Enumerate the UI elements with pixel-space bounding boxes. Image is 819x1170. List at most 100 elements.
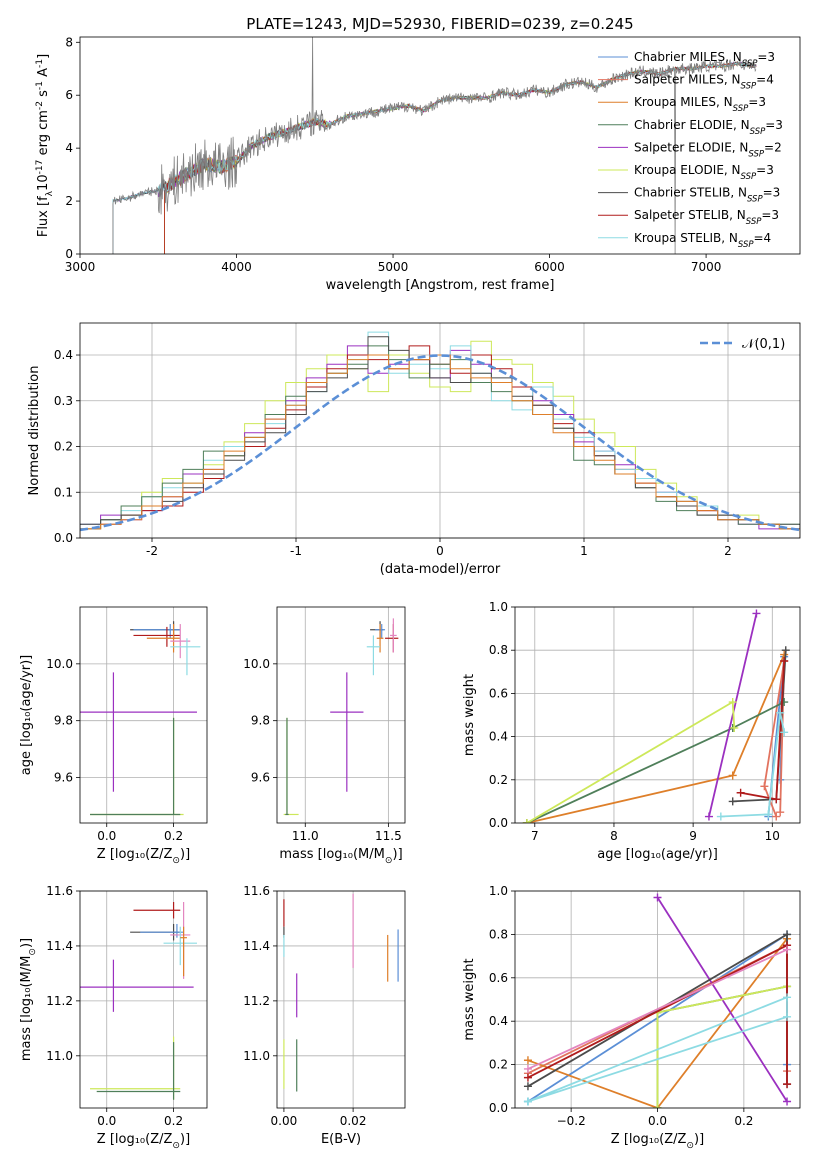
x-tick-label: -2 [146,544,158,558]
y-tick-label: 0.0 [54,531,73,545]
y-axis-label: age [log₁₀(age/yr)] [19,655,34,776]
model-spectrum-line [164,61,757,254]
x-axis-label: (data-model)/error [380,562,501,577]
weight-marker [730,723,739,732]
weight-marker [764,810,773,819]
y-tick-label: 11.4 [46,939,73,953]
y-tick-label: 9.8 [54,714,73,728]
x-axis-label: Z [log₁₀(Z/Z⊙)] [97,847,190,866]
x-tick-label: 10 [765,829,780,843]
model-spectrum-line [164,61,757,254]
x-tick-label: 5000 [378,260,409,274]
x-tick-label: 0.0 [648,1114,667,1128]
y-tick-label: 1.0 [489,600,508,614]
legend-label: Kroupa ELODIE, NSSP=3 [634,163,774,182]
legend-label: Salpeter STELIB, NSSP=3 [634,208,779,227]
y-tick-label: 9.6 [251,771,270,785]
weight-marker [653,893,662,902]
y-axis-label: Normed distribution [27,366,42,496]
observed-spectrum-line [112,37,757,254]
x-tick-label: 8 [610,829,618,843]
y-tick-label: 11.2 [243,994,270,1008]
y-tick-label: 10.0 [243,657,270,671]
legend: Chabrier MILES, NSSP=3 Salpeter MILES, NS… [598,50,783,250]
y-tick-label: 0.6 [489,686,508,700]
y-tick-label: 4 [65,141,73,155]
weight-marker [736,788,745,797]
x-tick-label: 3000 [65,260,96,274]
y-axis-label: mass weight [462,674,477,756]
gaussian-curve [80,354,800,532]
weight-marker [760,782,769,791]
weight-marker [728,797,737,806]
axes-mass_vs_ebv: 0.00 0.02 11.0 11.2 11.4 11.6 E(B-V) [243,884,406,1147]
weight-marker [780,728,789,737]
y-tick-label: 2 [65,194,73,208]
x-axis-label: age [log₁₀(age/yr)] [597,847,718,862]
weight-marker [783,930,792,939]
legend-label: Salpeter ELODIE, NSSP=2 [634,140,782,159]
weight-marker [781,646,790,655]
x-tick-label: 4000 [221,260,252,274]
weight-marker [780,657,789,665]
plot-area-spectrum [112,37,757,254]
axes-frame [514,890,801,1109]
x-tick-label: 2 [724,544,732,558]
weight-marker [776,708,785,717]
y-axis-label: mass weight [462,958,477,1040]
legend-label: Salpeter MILES, NSSP=4 [634,73,774,92]
weight-marker [523,1082,532,1091]
x-tick-label: 0.2 [734,1114,753,1128]
weight-series-line [720,712,786,818]
x-tick-label: 11.0 [292,829,319,843]
weight-series-line [527,995,788,1103]
weight-marker [783,945,792,954]
x-tick-label: 0.0 [97,1114,116,1128]
y-tick-label: 11.0 [46,1049,73,1063]
legend-label: Chabrier STELIB, NSSP=3 [634,186,780,205]
model-spectrum-line [164,62,757,254]
weight-marker [704,812,713,821]
x-tick-label: 0.2 [164,1114,183,1128]
y-tick-label: 0.2 [489,1058,508,1072]
weight-marker [523,1073,532,1082]
x-tick-label: 0.2 [164,829,183,843]
axes-weight_vs_age: 7 8 9 10 0.0 0.2 0.4 0.6 0.8 1.0 age [log₁₀(age/yr… [462,600,801,862]
y-tick-label: 11.6 [243,884,270,898]
x-axis-label: mass [log₁₀(M/M⊙)] [279,847,402,866]
weight-marker [752,609,761,618]
x-tick-label: 11.5 [375,829,402,843]
chart-title: PLATE=1243, MJD=52930, FIBERID=0239, z=0… [246,15,633,33]
y-axis-label: mass [log₁₀(M/M⊙)] [19,938,38,1061]
y-tick-label: 11.4 [243,939,270,953]
axes-frame [79,36,801,255]
weight-series-line [526,654,786,823]
legend-label: 𝒩(0,1) [742,337,785,352]
legend-label: Chabrier ELODIE, NSSP=3 [634,118,783,137]
legend-label: Chabrier MILES, NSSP=3 [634,50,775,69]
x-axis-label: Z [log₁₀(Z/Z⊙)] [611,1132,704,1151]
legend-label: Kroupa STELIB, NSSP=4 [634,231,771,250]
x-tick-label: 0 [436,544,444,558]
weight-marker [523,1064,532,1073]
weight-marker [783,1080,792,1089]
y-tick-label: 10.0 [46,657,73,671]
weight-marker [728,771,737,780]
axes-age_vs_mass: 11.0 11.5 9.6 9.8 10.0 mass [log₁₀(M/M⊙)] [243,606,406,866]
y-tick-label: 9.8 [251,714,270,728]
y-tick-label: 0.8 [489,643,508,657]
y-tick-label: 9.6 [54,771,73,785]
plot-area-age_vs_mass [283,618,399,816]
x-tick-label: 0.02 [340,1114,367,1128]
y-tick-label: 11.0 [243,1049,270,1063]
y-tick-label: 11.6 [46,884,73,898]
y-tick-label: 8 [65,35,73,49]
axes-frame [79,606,208,824]
axes-weight_vs_Z: −0.2 0.0 0.2 0.0 0.2 0.4 0.6 0.8 1.0 Z [log₁₀(Z/Z… [462,884,801,1151]
x-tick-label: −0.2 [557,1114,586,1128]
axes-spectrum: 3000 4000 5000 6000 7000 0 2 4 6 8 wavelength [Ang… [35,35,801,293]
y-tick-label: 0.0 [489,816,508,830]
weight-series-line [527,948,788,1070]
x-tick-label: 6000 [534,260,565,274]
y-axis-label: Flux [fλ10-17 erg cm-2 s-1 A-1] [35,54,55,237]
